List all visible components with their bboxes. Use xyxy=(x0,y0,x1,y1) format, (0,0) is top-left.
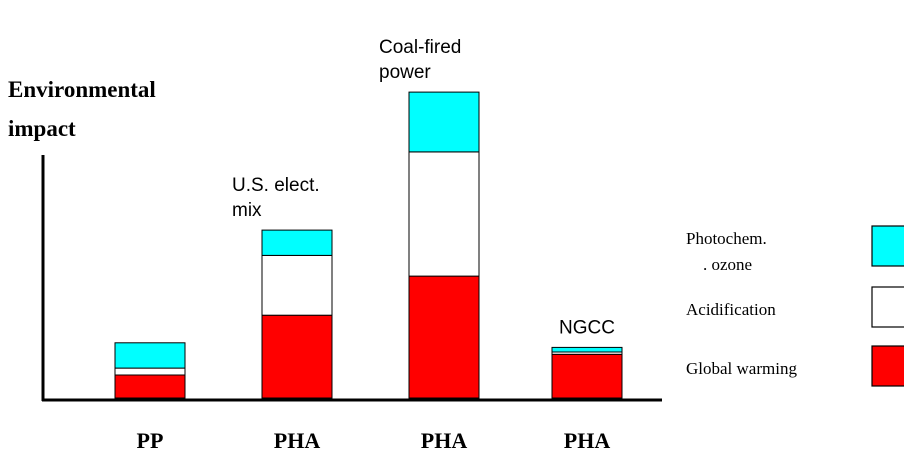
bar-annotation-3-line-1: NGCC xyxy=(559,317,615,338)
legend-label-photochem-line-1: Photochem. xyxy=(686,229,767,248)
bar-annotation-2-line-2: power xyxy=(379,62,431,83)
bar-segment-3-global-warming xyxy=(551,353,623,399)
bar-segment-2-global-warming xyxy=(408,275,480,399)
bar-segment-0-global-warming xyxy=(114,374,186,399)
bar-segment-0-photochemical-ozone xyxy=(114,342,186,369)
legend-swatch-global-warming xyxy=(871,345,904,387)
bar-segment-1-acidification xyxy=(261,254,333,316)
category-label-0: PP xyxy=(137,428,164,450)
category-label-3: PHA xyxy=(564,428,611,450)
legend-label-photochem-line-2: . ozone xyxy=(703,255,752,274)
bar-segment-3-photochemical-ozone xyxy=(551,346,623,353)
legend-swatch-photochem xyxy=(871,225,904,267)
bar-segment-1-global-warming xyxy=(261,314,333,399)
bars-group xyxy=(114,91,623,399)
bar-segment-2-acidification xyxy=(408,151,480,277)
bar-annotations: U.S. elect. mix Coal-fired power NGCC xyxy=(232,37,615,338)
bar-segment-1-photochemical-ozone xyxy=(261,229,333,256)
legend-label-acidification: Acidification xyxy=(686,300,776,319)
category-labels: PP PHA PHA PHA xyxy=(137,428,611,450)
y-axis-label-line-1: Environmental xyxy=(8,77,156,102)
legend-label-global-warming: Global warming xyxy=(686,359,797,378)
legend-swatch-acidification xyxy=(871,286,904,328)
bar-segment-2-photochemical-ozone xyxy=(408,91,480,153)
bar-annotation-1-line-2: mix xyxy=(232,200,262,221)
category-label-1: PHA xyxy=(274,428,321,450)
bar-segment-0-acidification xyxy=(114,367,186,376)
category-label-2: PHA xyxy=(421,428,468,450)
bar-annotation-1-line-1: U.S. elect. xyxy=(232,175,320,196)
y-axis-label-line-2: impact xyxy=(8,116,76,141)
bar-annotation-2-line-1: Coal-fired xyxy=(379,37,461,58)
legend: Photochem. . ozone Acidification Global … xyxy=(686,225,904,387)
